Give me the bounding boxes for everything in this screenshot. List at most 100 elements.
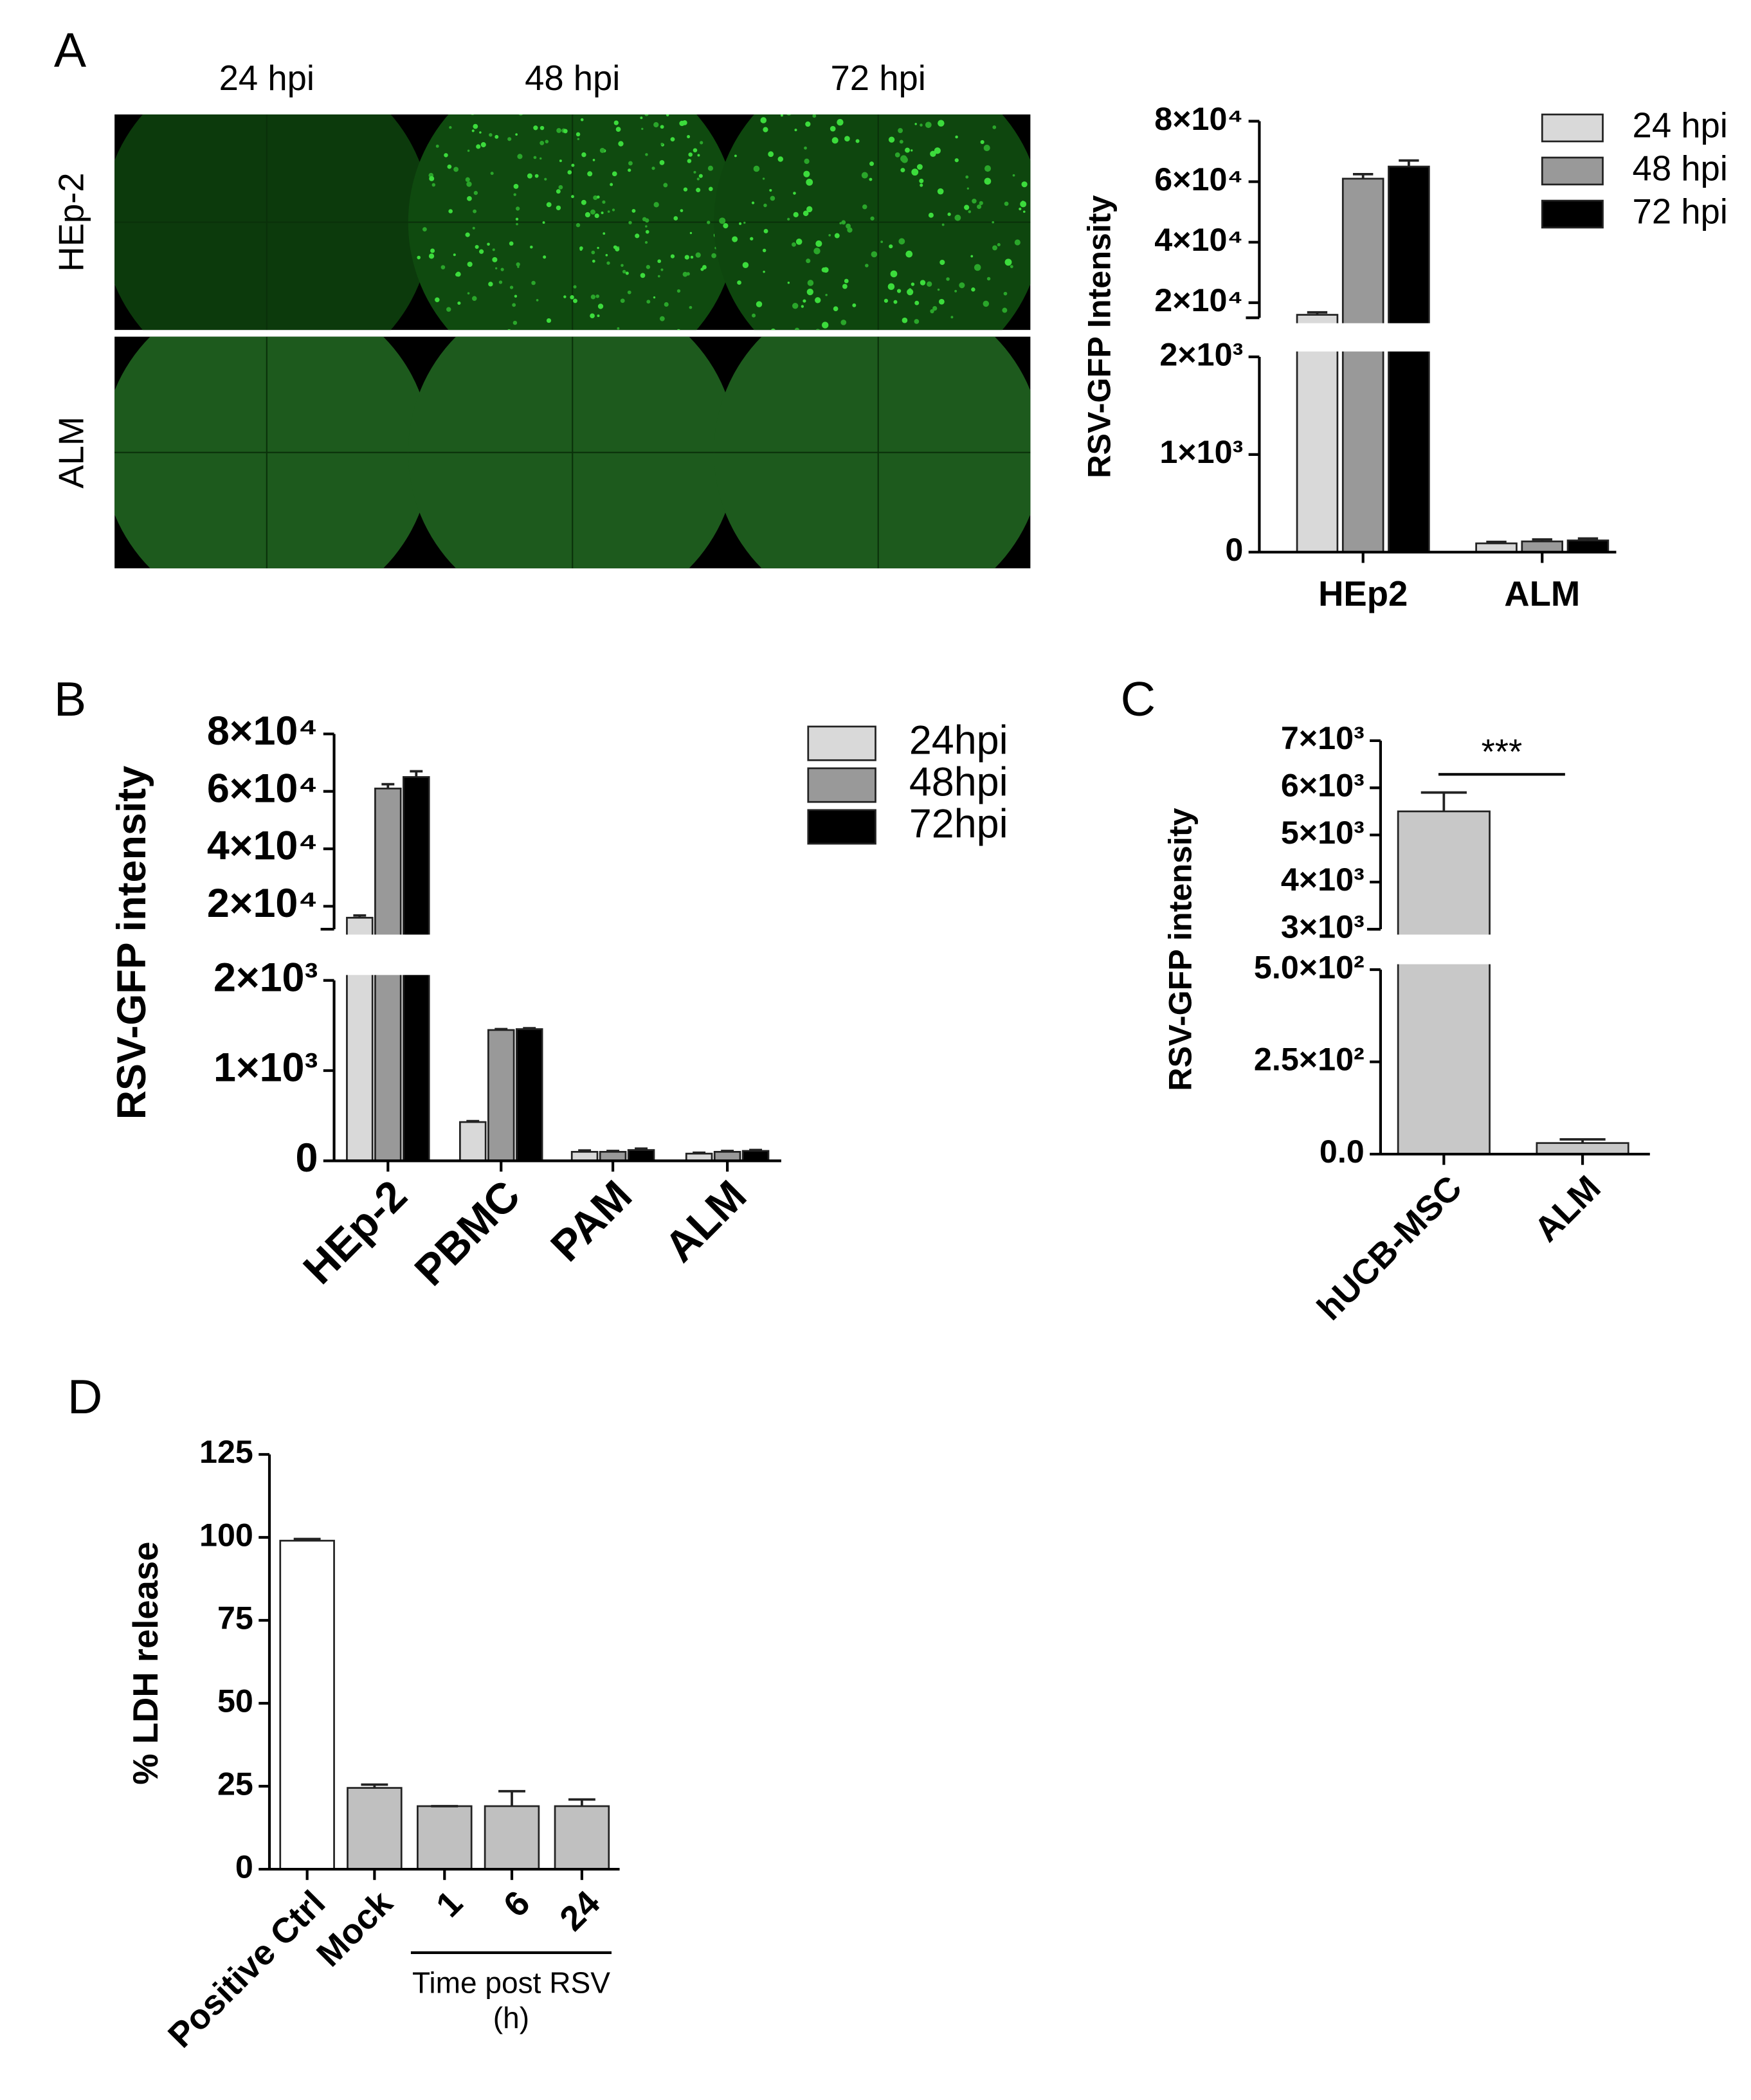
bar: [1536, 1142, 1629, 1155]
cell-dot: [848, 114, 849, 115]
cell-dot: [542, 221, 545, 224]
y-tick-label: 4×10⁴: [207, 824, 318, 869]
cell-dot: [472, 105, 474, 107]
error-bar: [1352, 172, 1374, 179]
cell-dot: [533, 125, 538, 131]
cell-dot: [984, 165, 992, 172]
cell-dot: [871, 251, 878, 258]
cell-dot: [914, 300, 920, 305]
cell-dot: [509, 285, 514, 289]
cell-dot: [581, 152, 586, 158]
cell-dot: [673, 216, 678, 221]
cell-dot: [920, 280, 926, 285]
cell-dot: [530, 245, 533, 249]
well-image: [408, 336, 737, 568]
cell-dot: [966, 187, 969, 190]
y-tick-label: 4×10⁴: [1154, 222, 1243, 258]
error-bar: [410, 770, 423, 777]
cell-dot: [687, 135, 691, 139]
cell-dot: [865, 264, 869, 267]
y-tick-label: 2×10³: [213, 955, 318, 1000]
x-tick-label: 24: [552, 1883, 608, 1939]
well-image: [114, 114, 431, 330]
error-bar: [578, 1149, 592, 1152]
cell-dot: [971, 287, 975, 292]
cell-dot: [644, 240, 648, 244]
cell-dot: [453, 167, 459, 172]
cell-dot: [471, 296, 477, 301]
error-bar: [494, 1027, 508, 1031]
cell-dot: [683, 187, 688, 192]
cell-dot: [635, 233, 640, 239]
cell-dot: [603, 232, 606, 235]
cell-dot: [734, 154, 737, 158]
cell-dot: [805, 121, 811, 127]
cell-dot: [660, 268, 664, 271]
cell-dot: [617, 327, 620, 330]
bar: [347, 1787, 403, 1870]
cell-dot: [556, 128, 561, 133]
cell-dot: [803, 170, 810, 177]
cell-dot: [641, 127, 644, 131]
cell-dot: [498, 280, 503, 284]
cell-dot: [447, 164, 452, 169]
cell-dot: [465, 177, 470, 182]
cell-dot: [1019, 207, 1022, 211]
cell-dot: [919, 178, 924, 183]
cell-dot: [628, 221, 632, 224]
cell-dot: [689, 231, 693, 235]
cell-dot: [471, 114, 475, 115]
legend-label: 48hpi: [909, 760, 1008, 805]
x-tick-label: ALM: [1527, 1168, 1608, 1250]
error-bar: [1532, 538, 1552, 542]
cell-dot: [448, 209, 453, 213]
cell-dot: [657, 275, 660, 278]
cell-dot: [467, 292, 470, 294]
cell-dot: [507, 137, 512, 141]
error-bar: [721, 1150, 734, 1152]
cell-dot: [593, 195, 598, 201]
cell-dot: [567, 170, 572, 175]
column-label: 24 hpi: [219, 59, 314, 98]
cell-dot: [763, 270, 765, 273]
cell-dot: [660, 125, 664, 129]
cell-dot: [449, 126, 452, 129]
cell-dot: [955, 135, 958, 139]
cell-dot: [1031, 224, 1037, 230]
cell-dot: [428, 253, 435, 259]
bar: [1388, 165, 1430, 554]
cell-dot: [708, 186, 713, 192]
cell-dot: [1012, 174, 1015, 177]
cell-dot: [974, 264, 981, 271]
cell-dot: [545, 140, 549, 143]
cell-dot: [898, 238, 905, 245]
cell-dot: [938, 298, 945, 305]
cell-dot: [556, 205, 561, 211]
cell-dot: [986, 276, 991, 281]
y-tick-label: 0: [235, 1849, 253, 1885]
y-axis-label: RSV-GFP intensity: [1162, 808, 1198, 1091]
panel-label: D: [68, 1370, 102, 1424]
cell-dot: [592, 259, 595, 263]
y-tick-label: 4×10³: [1281, 862, 1365, 898]
cell-dot: [504, 100, 509, 105]
cell-dot: [954, 214, 961, 221]
cell-dot: [543, 255, 547, 259]
cell-dot: [837, 119, 844, 126]
cell-dot: [597, 314, 600, 318]
legend-swatch: [1541, 156, 1604, 186]
cell-dot: [700, 267, 704, 271]
cell-dot: [984, 177, 992, 185]
bar: [713, 1150, 741, 1162]
cell-dot: [435, 297, 440, 302]
cell-dot: [695, 252, 701, 258]
bar: [487, 1029, 515, 1162]
cell-dot: [950, 316, 954, 319]
cell-dot: [696, 177, 700, 181]
y-tick-label: 75: [217, 1600, 253, 1636]
cell-dot: [983, 300, 990, 307]
well-image: [714, 336, 1031, 568]
y-tick-label: 25: [217, 1766, 253, 1802]
cell-dot: [763, 229, 768, 233]
cell-dot: [417, 255, 421, 260]
